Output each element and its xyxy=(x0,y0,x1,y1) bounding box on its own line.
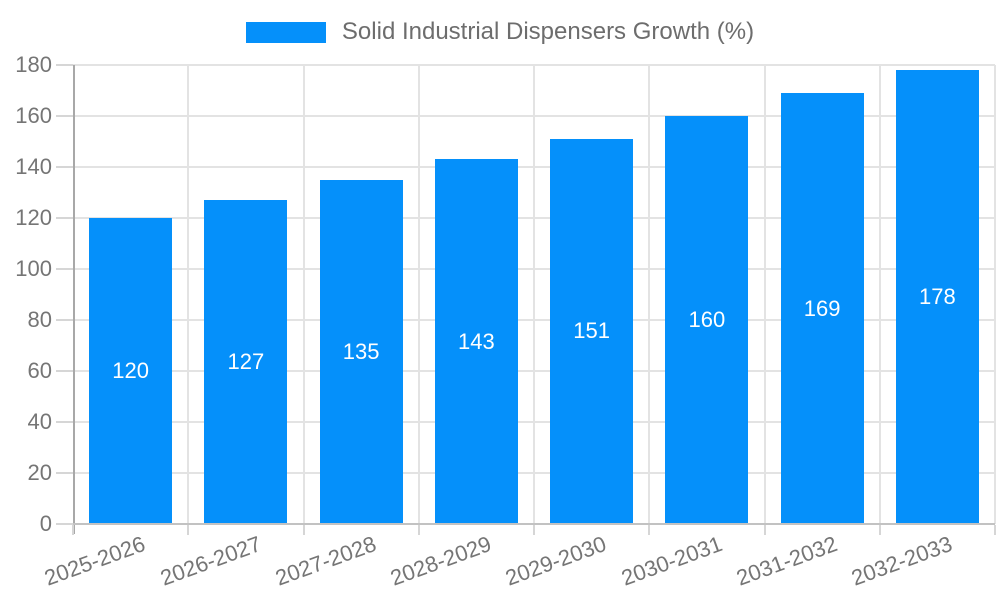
x-tick-mark xyxy=(187,525,190,535)
x-gridline xyxy=(648,65,651,524)
x-tick-label: 2032-2033 xyxy=(848,531,956,591)
x-tick-label: 2028-2029 xyxy=(387,531,495,591)
x-tick-mark xyxy=(648,525,651,535)
y-tick-label: 120 xyxy=(15,205,52,230)
bar-value-label: 127 xyxy=(227,349,265,375)
bar-value-label: 178 xyxy=(919,284,956,310)
x-gridline xyxy=(533,65,535,524)
y-tick-mark xyxy=(56,64,73,66)
y-tick-label: 180 xyxy=(15,52,52,77)
x-tick-mark xyxy=(72,525,74,535)
bar-value-label: 135 xyxy=(342,338,380,364)
x-tick-mark xyxy=(994,525,996,535)
x-tick-label: 2025-2026 xyxy=(41,531,149,591)
y-tick-mark xyxy=(56,523,73,525)
bar: 120 xyxy=(89,218,173,524)
x-tick-mark xyxy=(763,525,766,535)
y-tick-label: 60 xyxy=(27,358,52,383)
y-tick-mark xyxy=(56,115,73,117)
x-tick-label: 2031-2032 xyxy=(732,531,841,591)
y-tick-mark xyxy=(56,217,73,219)
legend-swatch xyxy=(245,21,326,43)
y-tick-label: 80 xyxy=(27,307,52,332)
x-gridline xyxy=(878,65,881,524)
y-tick-label: 0 xyxy=(39,511,52,536)
x-axis-line xyxy=(63,523,995,525)
y-tick-label: 140 xyxy=(15,154,52,179)
x-gridline xyxy=(187,65,190,524)
y-tick-label: 100 xyxy=(15,256,52,281)
x-tick-label: 2030-2031 xyxy=(617,531,726,591)
bar: 169 xyxy=(780,93,864,524)
bar: 160 xyxy=(665,116,749,524)
bar-value-label: 151 xyxy=(573,318,610,344)
plot-area: 120 127 135 143 151 160 169 178 xyxy=(73,64,996,524)
y-tick-mark xyxy=(56,319,73,321)
bar: 178 xyxy=(895,70,979,524)
bar: 151 xyxy=(550,138,634,524)
x-gridline xyxy=(994,65,996,524)
x-tick-mark xyxy=(302,525,305,535)
x-tick-mark xyxy=(533,525,535,535)
x-tick-label: 2029-2030 xyxy=(502,531,610,591)
y-tick-mark xyxy=(56,166,73,168)
bar-value-label: 120 xyxy=(112,358,149,383)
x-tick-label: 2027-2028 xyxy=(271,531,380,591)
y-tick-mark xyxy=(56,268,73,270)
bar: 135 xyxy=(319,179,403,524)
x-gridline xyxy=(763,65,766,524)
y-tick-label: 160 xyxy=(15,103,52,128)
legend: Solid Industrial Dispensers Growth (%) xyxy=(0,14,1000,50)
legend-label: Solid Industrial Dispensers Growth (%) xyxy=(341,18,755,45)
bar-value-label: 160 xyxy=(688,307,726,332)
y-tick-mark xyxy=(56,421,73,423)
y-tick-mark xyxy=(56,370,73,372)
bar: 143 xyxy=(434,159,518,524)
bar: 127 xyxy=(204,200,288,524)
y-axis-line xyxy=(73,65,75,534)
x-tick-label: 2026-2027 xyxy=(156,531,265,591)
x-gridline xyxy=(417,65,420,524)
x-tick-mark xyxy=(417,525,420,535)
y-tick-label: 20 xyxy=(27,460,52,485)
x-gridline xyxy=(302,65,305,524)
bar-value-label: 169 xyxy=(803,295,841,321)
y-tick-label: 40 xyxy=(27,409,52,434)
x-tick-mark xyxy=(878,525,881,535)
bar-value-label: 143 xyxy=(458,328,495,354)
y-tick-mark xyxy=(56,472,73,474)
